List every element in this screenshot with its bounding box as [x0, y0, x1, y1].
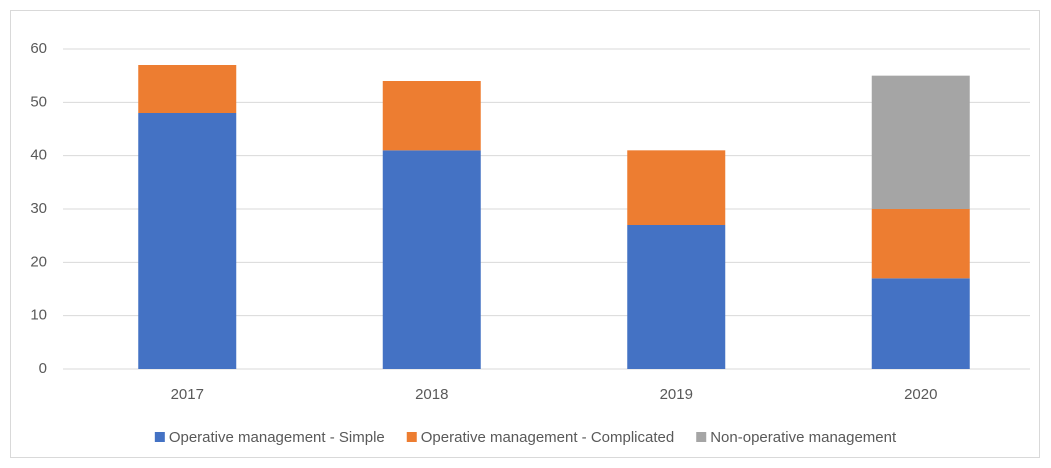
y-tick-label: 50	[30, 93, 47, 110]
bar-segment	[382, 150, 481, 369]
y-tick-label: 20	[30, 253, 47, 270]
bar-segment	[871, 278, 970, 369]
x-tick-label: 2017	[171, 386, 204, 403]
bar-segment	[627, 225, 726, 369]
bar-segment	[382, 81, 481, 151]
x-tick-label: 2020	[904, 386, 937, 403]
bar-segment	[871, 209, 970, 279]
y-tick-label: 0	[39, 360, 47, 377]
y-tick-label: 30	[30, 200, 47, 217]
legend-swatch	[406, 432, 417, 442]
bar-segment	[138, 65, 237, 113]
legend-swatch	[696, 432, 707, 442]
legend-swatch	[154, 432, 165, 442]
bar-segment	[871, 75, 970, 210]
legend-label: Operative management - Complicated	[421, 429, 674, 446]
y-tick-label: 60	[30, 40, 47, 57]
bar-segment	[627, 150, 726, 225]
x-tick-label: 2018	[415, 386, 448, 403]
legend-label: Operative management - Simple	[169, 429, 385, 446]
bar-segment	[138, 113, 237, 369]
y-tick-label: 40	[30, 147, 47, 164]
x-tick-label: 2019	[660, 386, 693, 403]
legend-label: Non-operative management	[710, 429, 897, 446]
y-tick-label: 10	[30, 307, 47, 324]
